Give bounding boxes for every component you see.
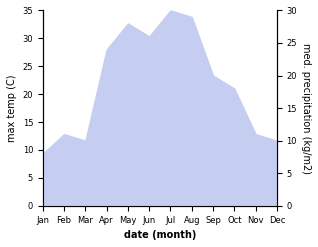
Y-axis label: max temp (C): max temp (C) [7,74,17,142]
X-axis label: date (month): date (month) [124,230,196,240]
Y-axis label: med. precipitation (kg/m2): med. precipitation (kg/m2) [301,43,311,174]
